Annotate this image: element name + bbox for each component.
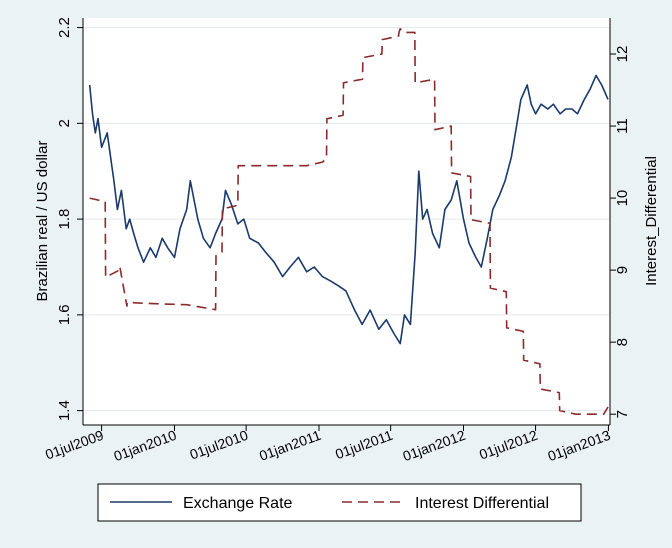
series-layer xyxy=(88,27,609,416)
legend-box xyxy=(97,483,582,522)
left-tick-label: 1.6 xyxy=(56,304,73,325)
legend-label-exchange-rate: Exchange Rate xyxy=(183,495,293,512)
right-axis-label: Interest_Differential xyxy=(643,156,660,286)
right-tick-label: 8 xyxy=(614,338,631,346)
right-tick-label: 11 xyxy=(614,118,631,134)
series-line-exchange-rate xyxy=(88,74,609,345)
right-tick-label: 9 xyxy=(614,266,631,274)
left-tick-label: 1.4 xyxy=(56,400,73,421)
left-tick-label: 1.8 xyxy=(56,209,73,230)
grid-layer xyxy=(83,27,610,412)
left-axis-label: Brazilian real / US dollar xyxy=(34,141,51,302)
right-tick-label: 12 xyxy=(614,46,631,63)
legend: Exchange Rate Interest Differential xyxy=(97,483,582,522)
left-tick-label: 2 xyxy=(56,119,73,127)
left-tick-label: 2.2 xyxy=(56,17,73,38)
legend-label-interest-differential: Interest Differential xyxy=(415,495,549,512)
right-tick-label: 10 xyxy=(614,190,631,207)
plot-area xyxy=(83,18,610,425)
series-line-interest-differential xyxy=(89,27,609,416)
right-tick-label: 7 xyxy=(614,410,631,418)
